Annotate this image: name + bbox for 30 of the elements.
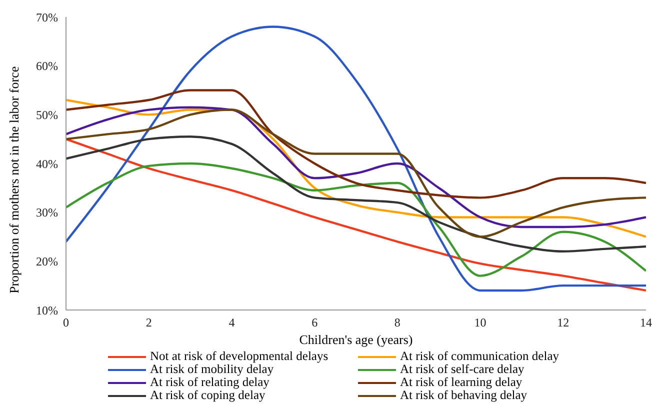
line-series	[66, 162, 646, 277]
x-tick-label: 0	[63, 316, 69, 330]
legend-label: At risk of learning delay	[400, 375, 522, 389]
x-tick-label: 2	[146, 316, 152, 330]
x-tick-label: 14	[640, 316, 652, 330]
y-tick-label: 40%	[36, 156, 58, 171]
line-series	[66, 89, 646, 199]
line-series	[66, 136, 646, 252]
y-tick-label: 50%	[36, 108, 58, 122]
y-axis-title: Proportion of mothers not in the labor force	[6, 66, 22, 294]
y-tick-label: 70%	[36, 10, 58, 24]
line-series	[66, 26, 646, 292]
y-tick-label: 10%	[36, 303, 58, 318]
y-tick-label: 30%	[36, 206, 58, 220]
x-tick-label: 10	[474, 316, 486, 330]
y-tick-label: 20%	[36, 254, 58, 268]
legend-label: At risk of mobility delay	[150, 362, 274, 376]
legend-label: At risk of relating delay	[150, 375, 270, 389]
line-series	[66, 138, 646, 292]
x-tick-label: 8	[394, 316, 400, 330]
x-tick-label: 12	[557, 316, 570, 330]
x-axis-title: Children's age (years)	[299, 332, 413, 347]
legend-label: Not at risk of developmental delays	[150, 349, 328, 363]
legend-label: At risk of behaving delay	[400, 388, 528, 402]
y-tick-label: 60%	[36, 59, 58, 74]
x-tick-label: 4	[228, 316, 235, 330]
legend-label: At risk of coping delay	[150, 388, 266, 402]
x-tick-label: 6	[312, 316, 318, 330]
legend-label: At risk of communication delay	[400, 349, 559, 363]
legend-label: At risk of self-care delay	[400, 362, 524, 376]
